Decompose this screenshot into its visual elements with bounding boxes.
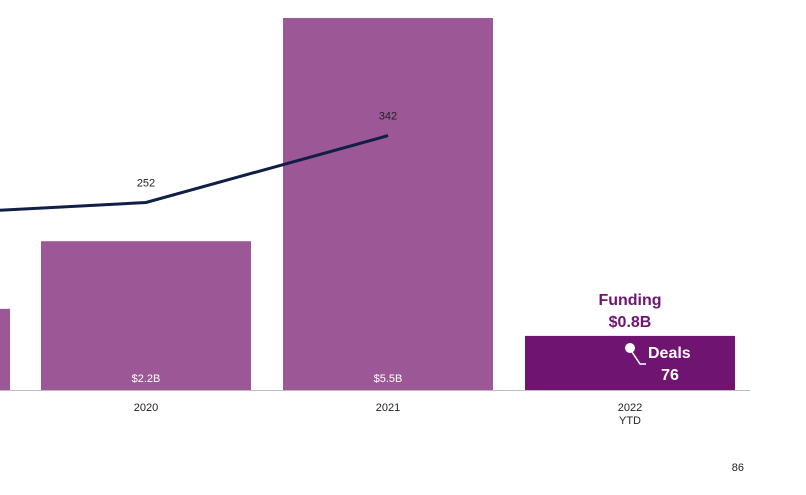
bar-value-label-2020: $2.2B — [132, 373, 161, 385]
callout-deals-value: 76 — [661, 367, 679, 384]
bar-series — [0, 18, 735, 390]
callout-funding-value: $0.8B — [609, 314, 652, 331]
deals-line — [0, 134, 389, 212]
callout-deals-label: Deals — [648, 345, 691, 362]
bar-2021 — [283, 18, 493, 390]
category-label-2022: 2022 — [618, 402, 642, 414]
callout-funding-label: Funding — [598, 292, 661, 309]
deals-line-series: 252 342 — [0, 111, 397, 212]
bar-2019 — [0, 308, 10, 390]
bar-value-label-2021: $5.5B — [374, 373, 403, 385]
bar-value-labels: $2.2B $5.5B — [132, 373, 403, 385]
category-label-2022-sub: YTD — [619, 415, 641, 427]
callout-2022: Funding $0.8B Deals 76 — [598, 292, 690, 384]
bar-2020 — [41, 241, 251, 390]
deals-value-label-2021: 342 — [379, 111, 397, 123]
category-label-2020: 2020 — [134, 402, 158, 414]
deals-value-label-2020: 252 — [137, 178, 155, 190]
page-number: 86 — [731, 462, 744, 474]
category-label-2021: 2021 — [376, 402, 400, 414]
deals-marker-icon — [625, 343, 646, 365]
